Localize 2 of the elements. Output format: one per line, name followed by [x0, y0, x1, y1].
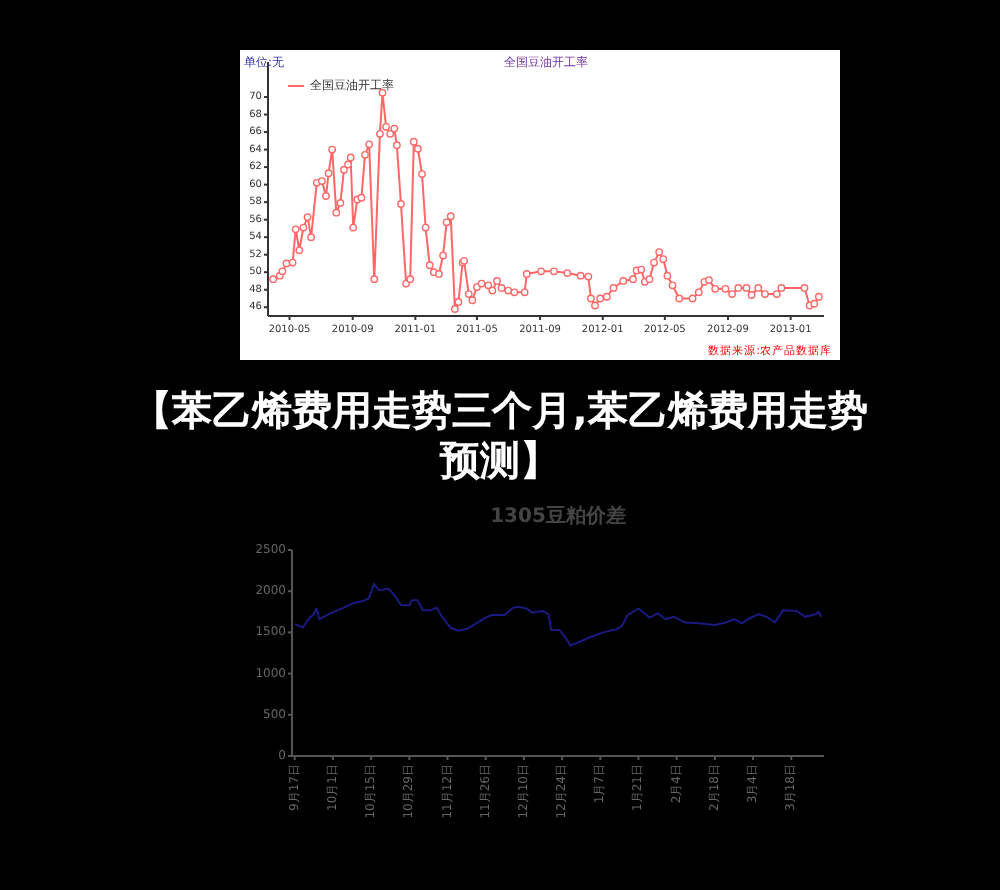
- chart-title: 1305豆粕价差: [490, 504, 626, 528]
- text: 【苯乙烯费用走势三个月,苯乙烯费用走势预测】: [130, 386, 870, 486]
